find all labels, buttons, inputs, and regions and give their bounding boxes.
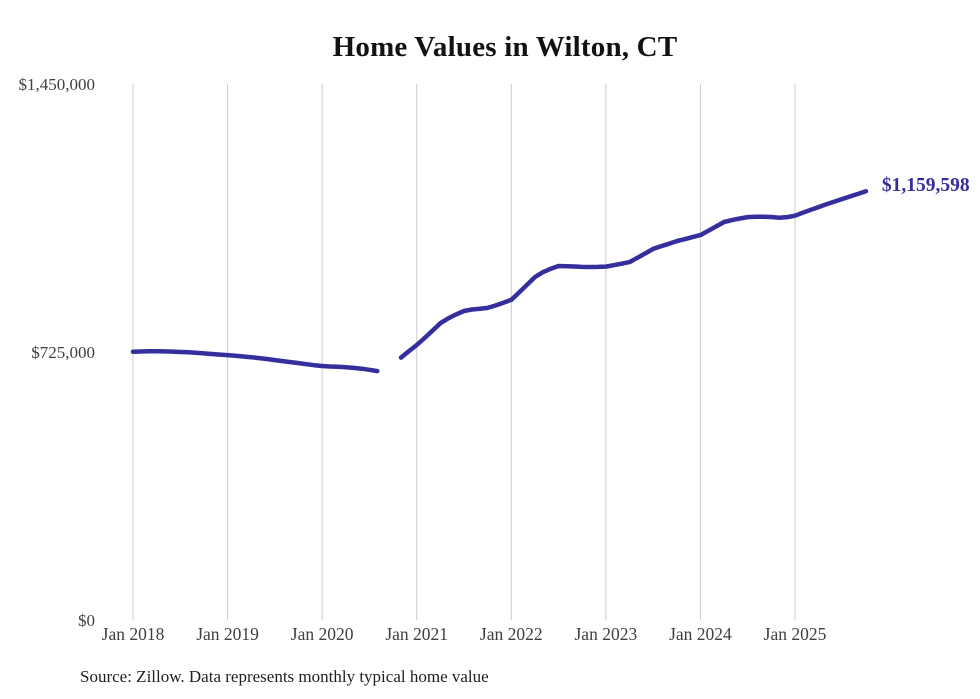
y-axis-tick-label: $725,000 <box>31 343 95 362</box>
home-value-line <box>398 189 869 360</box>
y-axis-tick-label: $1,450,000 <box>18 75 96 94</box>
x-axis-tick-label: Jan 2018 <box>101 624 165 644</box>
x-axis-tick-label: Jan 2024 <box>669 624 732 644</box>
x-axis-tick-label: Jan 2025 <box>763 624 827 644</box>
x-axis-tick-label: Jan 2020 <box>290 624 354 644</box>
x-axis-tick-label: Jan 2021 <box>385 624 449 644</box>
home-value-line <box>130 349 380 374</box>
y-axis-tick-label: $0 <box>78 611 95 630</box>
x-axis-tick-label: Jan 2022 <box>479 624 543 644</box>
latest-value-label: $1,159,598 <box>881 175 970 197</box>
x-axis-tick-label: Jan 2019 <box>196 624 259 644</box>
x-axis-tick-label: Jan 2023 <box>574 624 638 644</box>
source-note: Source: Zillow. Data represents monthly … <box>80 667 489 686</box>
chart-title: Home Values in Wilton, CT <box>332 31 678 63</box>
